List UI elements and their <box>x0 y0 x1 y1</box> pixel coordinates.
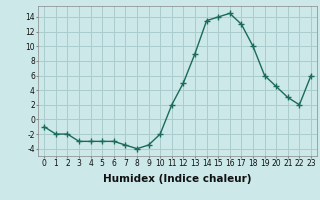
X-axis label: Humidex (Indice chaleur): Humidex (Indice chaleur) <box>103 174 252 184</box>
